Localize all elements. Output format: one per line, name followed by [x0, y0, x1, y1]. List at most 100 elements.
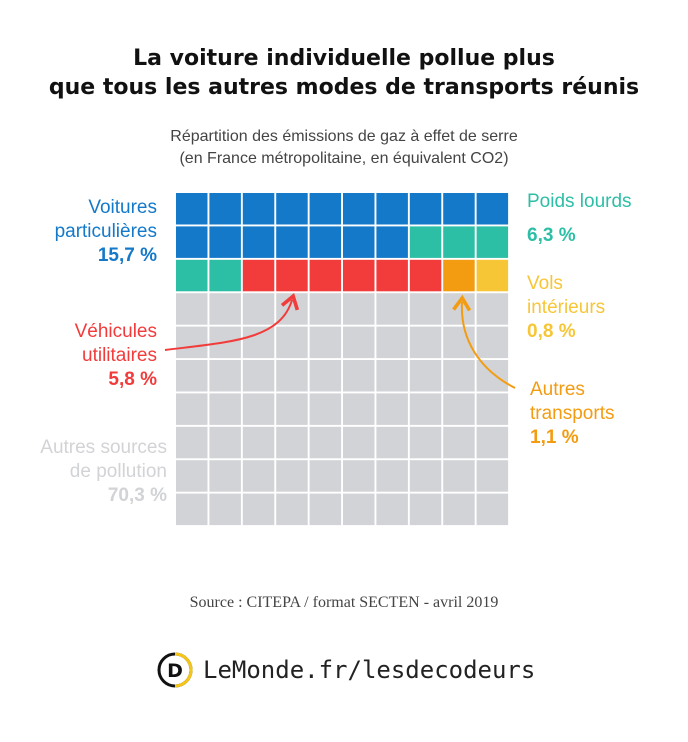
voitures-value: 15,7 %	[97, 245, 157, 266]
waffle-cell-autres-sources	[242, 426, 275, 459]
waffle-cell-voitures	[309, 226, 342, 258]
waffle-cell-autres-sources	[409, 326, 442, 359]
waffle-cell-poids	[409, 226, 442, 258]
waffle-cell-autres-sources	[476, 493, 509, 526]
waffle-cell-autres-sources	[476, 393, 509, 425]
waffle-cell-autres-sources	[242, 493, 275, 526]
waffle-cell-autres-sources	[409, 426, 442, 459]
waffle-cell-autres-sources	[209, 393, 241, 425]
subtitle-line-2: (en France métropolitaine, en équivalent…	[179, 150, 509, 167]
waffle-cell-autres-sources	[376, 426, 408, 459]
waffle-cell-autres-sources	[242, 293, 275, 325]
waffle-cell-poids	[476, 226, 509, 258]
waffle-cell-autres-sources	[476, 293, 509, 325]
waffle-cell-autres-sources	[343, 460, 375, 492]
waffle-cell-vehicules	[376, 259, 408, 292]
waffle-cell-vehicules	[276, 259, 308, 292]
poids-lourds-label: Poids lourds 6,3 %	[527, 191, 632, 246]
brand-link[interactable]: LeMonde.fr/lesdecodeurs	[203, 656, 536, 684]
waffle-cell-autres-sources	[276, 393, 308, 425]
subtitle-line-1: Répartition des émissions de gaz à effet…	[170, 128, 518, 145]
waffle-cell-autres-sources	[309, 360, 342, 392]
waffle-cell-autres-sources	[443, 493, 475, 526]
waffle-cell-autres-sources	[309, 493, 342, 526]
waffle-cell-autres-sources	[209, 493, 241, 526]
waffle-cell-autres-sources	[376, 293, 408, 325]
waffle-cell-autres-sources	[343, 426, 375, 459]
waffle-cell-autres-sources	[343, 360, 375, 392]
waffle-cell-autres-sources	[343, 293, 375, 325]
logo-letter: D	[167, 660, 183, 682]
waffle-cell-autres-sources	[176, 426, 208, 459]
vehicules-utilitaires-value: 5,8 %	[108, 369, 157, 390]
waffle-cell-autres-sources	[276, 460, 308, 492]
poids-lourds-value: 6,3 %	[527, 225, 576, 246]
waffle-cell-voitures	[209, 226, 241, 258]
waffle-cell-voitures	[309, 193, 342, 225]
waffle-cell-vols	[476, 259, 509, 292]
waffle-cell-voitures	[276, 193, 308, 225]
autres-sources-label: Autres sources de pollution 70,3 %	[10, 436, 167, 508]
waffle-cell-autres-sources	[242, 326, 275, 359]
vols-interieurs-label: Vols intérieurs 0,8 %	[527, 273, 606, 342]
brand[interactable]: D LeMonde.fr/lesdecodeurs	[157, 650, 535, 690]
waffle-cell-autres-sources	[242, 460, 275, 492]
waffle-cell-autres-sources	[242, 393, 275, 425]
decodeurs-logo-icon: D	[157, 652, 193, 688]
waffle-cell-autres-sources	[476, 326, 509, 359]
waffle-cell-autres-sources	[209, 460, 241, 492]
waffle-cell-autres-sources	[176, 493, 208, 526]
vols-interieurs-value: 0,8 %	[527, 321, 576, 342]
voitures-label: Voitures particulières 15,7 %	[40, 196, 157, 268]
waffle-cell-autres-sources	[409, 360, 442, 392]
waffle-cell-autres-sources	[309, 393, 342, 425]
waffle-cell-autres-sources	[409, 293, 442, 325]
title-line-1: La voiture individuelle pollue plus	[133, 46, 555, 71]
waffle-cell-autres-sources	[443, 426, 475, 459]
waffle-cell-autres-sources	[409, 460, 442, 492]
waffle-cell-voitures	[176, 226, 208, 258]
waffle-cell-autres-sources	[176, 293, 208, 325]
waffle-cell-autres-sources	[376, 393, 408, 425]
waffle-cell-autres-sources	[242, 360, 275, 392]
chart-subtitle: Répartition des émissions de gaz à effet…	[0, 126, 688, 170]
waffle-cell-voitures	[376, 226, 408, 258]
waffle-cell-autres-sources	[209, 360, 241, 392]
waffle-cell-autres-sources	[176, 460, 208, 492]
waffle-cell-autres-sources	[276, 493, 308, 526]
waffle-cell-autres-sources	[209, 293, 241, 325]
waffle-cell-voitures	[176, 193, 208, 225]
waffle-cell-autres-sources	[309, 293, 342, 325]
waffle-cell-vehicules	[242, 259, 275, 292]
waffle-cell-vehicules	[343, 259, 375, 292]
waffle-cell-autres-sources	[376, 360, 408, 392]
waffle-cell-autres-sources	[276, 426, 308, 459]
waffle-cell-vehicules	[309, 259, 342, 292]
waffle-cell-voitures	[376, 193, 408, 225]
waffle-cell-voitures	[242, 193, 275, 225]
waffle-cell-autres-sources	[443, 326, 475, 359]
waffle-cell-autres-sources	[209, 326, 241, 359]
waffle-cell-autres-sources	[343, 393, 375, 425]
waffle-cell-voitures	[343, 193, 375, 225]
autres-transports-value: 1,1 %	[530, 427, 579, 448]
waffle-cell-vehicules	[409, 259, 442, 292]
waffle-cell-voitures	[209, 193, 241, 225]
waffle-cell-autres-sources	[176, 326, 208, 359]
waffle-cell-autres-sources	[409, 493, 442, 526]
waffle-cell-voitures	[343, 226, 375, 258]
source-note: Source : CITEPA / format SECTEN - avril …	[189, 594, 499, 611]
chart-title: La voiture individuelle pollue plus que …	[0, 44, 688, 102]
waffle-cell-autres-sources	[476, 426, 509, 459]
waffle-cell-poids	[176, 259, 208, 292]
autres-transports-label: Autres transports 1,1 %	[530, 379, 615, 448]
waffle-cell-autres-sources	[343, 326, 375, 359]
waffle-cell-autres-sources	[343, 493, 375, 526]
waffle-cell-autres-sources	[443, 360, 475, 392]
waffle-cell-autres-sources	[276, 360, 308, 392]
vehicules-utilitaires-label: Véhicules utilitaires 5,8 %	[40, 320, 157, 392]
waffle-cell-autres-sources	[376, 460, 408, 492]
waffle-cell-voitures	[443, 193, 475, 225]
waffle-cell-autres-sources	[176, 360, 208, 392]
waffle-cell-poids	[209, 259, 241, 292]
